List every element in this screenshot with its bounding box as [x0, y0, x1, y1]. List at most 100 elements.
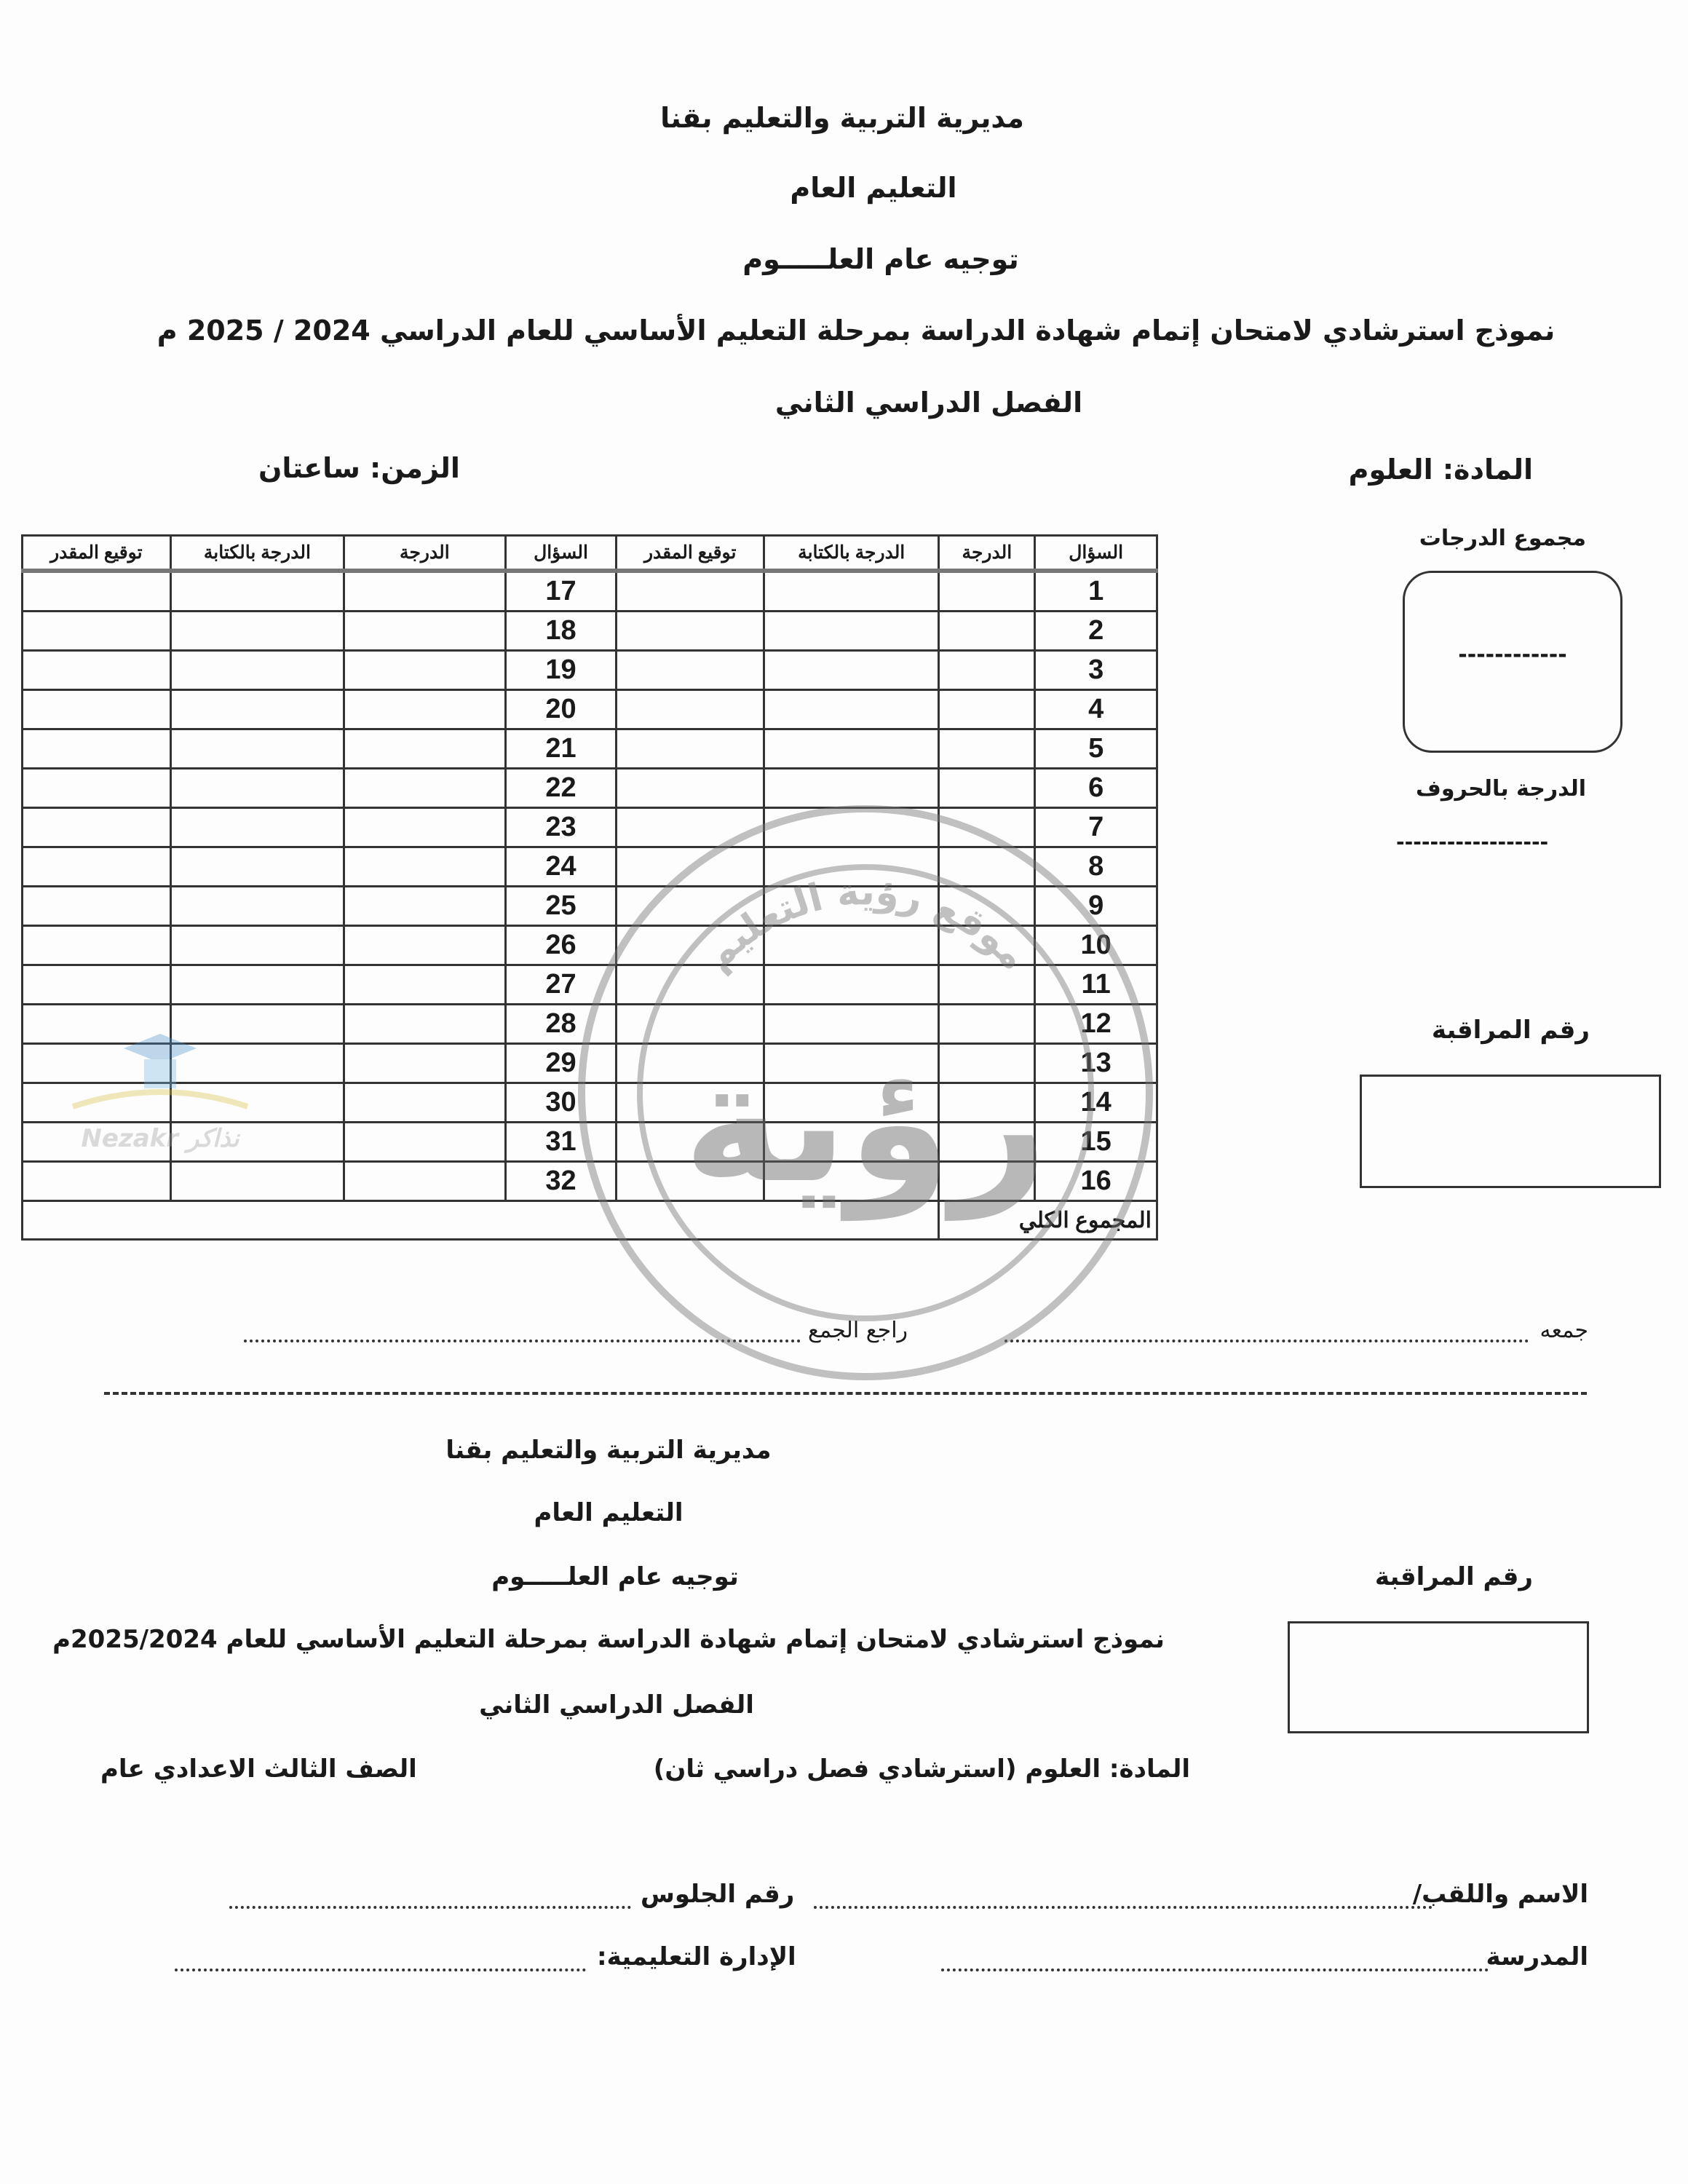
grade-in-writing-cell[interactable]: [169, 649, 346, 691]
grader-signature-cell[interactable]: [21, 807, 172, 848]
grader-signature-cell[interactable]: [615, 1042, 765, 1084]
grade-cell[interactable]: [343, 925, 507, 966]
grade-cell[interactable]: [343, 728, 507, 769]
grader-signature-cell[interactable]: [21, 689, 172, 730]
total-grades-box[interactable]: ------------: [1403, 571, 1622, 753]
grade-cell[interactable]: [938, 649, 1037, 691]
grader-signature-cell[interactable]: [21, 1160, 172, 1202]
grader-signature-cell[interactable]: [615, 925, 765, 966]
grade-cell[interactable]: [938, 1003, 1037, 1045]
grader-signature-cell[interactable]: [21, 767, 172, 809]
educational-admin-field[interactable]: [175, 1969, 586, 1971]
grader-signature-cell[interactable]: [615, 846, 765, 887]
grade-in-writing-cell[interactable]: [762, 1003, 940, 1045]
grade-in-writing-cell[interactable]: [762, 1042, 940, 1084]
grader-signature-cell[interactable]: [21, 925, 172, 966]
grade-in-writing-cell[interactable]: [169, 807, 346, 848]
grader-signature-cell[interactable]: [615, 964, 765, 1005]
grade-in-writing-cell[interactable]: [762, 925, 940, 966]
grade-cell[interactable]: [938, 610, 1037, 652]
grade-in-writing-cell[interactable]: [169, 964, 346, 1005]
grade-cell[interactable]: [343, 767, 507, 809]
grade-cell[interactable]: [343, 807, 507, 848]
grade-in-writing-cell[interactable]: [169, 1042, 346, 1084]
grade-cell[interactable]: [343, 689, 507, 730]
grade-cell[interactable]: [343, 1160, 507, 1202]
grader-signature-cell[interactable]: [615, 610, 765, 652]
grade-cell[interactable]: [938, 1082, 1037, 1123]
grade-in-writing-cell[interactable]: [169, 728, 346, 769]
grade-in-writing-cell[interactable]: [169, 1003, 346, 1045]
school-field[interactable]: [941, 1969, 1489, 1971]
grade-in-writing-cell[interactable]: [762, 1121, 940, 1163]
grade-cell[interactable]: [343, 610, 507, 652]
grader-signature-cell[interactable]: [615, 649, 765, 691]
grade-in-writing-cell[interactable]: [762, 649, 940, 691]
grade-in-writing-cell[interactable]: [169, 925, 346, 966]
grade-in-writing-cell[interactable]: [762, 728, 940, 769]
grader-signature-cell[interactable]: [21, 1003, 172, 1045]
grade-in-writing-cell[interactable]: [169, 767, 346, 809]
grade-in-writing-cell[interactable]: [169, 610, 346, 652]
grader-signature-cell[interactable]: [615, 1003, 765, 1045]
grade-cell[interactable]: [343, 1121, 507, 1163]
grade-cell[interactable]: [938, 925, 1037, 966]
grade-cell[interactable]: [938, 1121, 1037, 1163]
name-field[interactable]: [814, 1906, 1433, 1909]
grade-cell[interactable]: [938, 964, 1037, 1005]
grader-signature-cell[interactable]: [615, 885, 765, 927]
grade-cell[interactable]: [343, 964, 507, 1005]
grade-in-writing-cell[interactable]: [762, 1160, 940, 1202]
grade-cell[interactable]: [938, 728, 1037, 769]
grade-in-writing-cell[interactable]: [762, 767, 940, 809]
grade-in-writing-cell[interactable]: [169, 1082, 346, 1123]
grade-in-writing-cell[interactable]: [169, 569, 346, 612]
grade-cell[interactable]: [938, 767, 1037, 809]
grader-signature-cell[interactable]: [615, 569, 765, 612]
grader-signature-cell[interactable]: [615, 728, 765, 769]
grade-in-writing-cell[interactable]: [762, 1082, 940, 1123]
collected-by-line[interactable]: [1005, 1340, 1529, 1342]
grader-signature-cell[interactable]: [21, 846, 172, 887]
grade-in-writing-cell[interactable]: [762, 885, 940, 927]
grader-signature-cell[interactable]: [615, 807, 765, 848]
grade-in-writing-cell[interactable]: [762, 689, 940, 730]
grade-in-writing-cell[interactable]: [169, 885, 346, 927]
grade-in-writing-cell[interactable]: [169, 846, 346, 887]
total-value-cell[interactable]: [20, 1200, 940, 1241]
grade-cell[interactable]: [938, 1160, 1037, 1202]
grade-cell[interactable]: [938, 569, 1037, 612]
grade-cell[interactable]: [938, 885, 1037, 927]
grade-in-writing-cell[interactable]: [762, 610, 940, 652]
grade-cell[interactable]: [343, 885, 507, 927]
control-number-box[interactable]: [1360, 1075, 1661, 1188]
grade-cell[interactable]: [343, 1003, 507, 1045]
grade-cell[interactable]: [938, 1042, 1037, 1084]
grade-in-writing-cell[interactable]: [762, 569, 940, 612]
grader-signature-cell[interactable]: [21, 569, 172, 612]
grade-in-writing-cell[interactable]: [169, 1160, 346, 1202]
reviewed-by-line[interactable]: [244, 1340, 801, 1342]
grade-cell[interactable]: [938, 689, 1037, 730]
grade-in-writing-cell[interactable]: [762, 807, 940, 848]
grader-signature-cell[interactable]: [21, 1042, 172, 1084]
grader-signature-cell[interactable]: [21, 885, 172, 927]
grader-signature-cell[interactable]: [615, 1121, 765, 1163]
grader-signature-cell[interactable]: [615, 1160, 765, 1202]
grader-signature-cell[interactable]: [21, 728, 172, 769]
grader-signature-cell[interactable]: [21, 649, 172, 691]
lower-control-number-box[interactable]: [1288, 1621, 1589, 1733]
grade-in-writing-cell[interactable]: [169, 689, 346, 730]
grade-in-writing-cell[interactable]: [762, 846, 940, 887]
grade-cell[interactable]: [343, 1042, 507, 1084]
grader-signature-cell[interactable]: [21, 1121, 172, 1163]
grade-cell[interactable]: [938, 807, 1037, 848]
grader-signature-cell[interactable]: [21, 1082, 172, 1123]
grade-cell[interactable]: [938, 846, 1037, 887]
grader-signature-cell[interactable]: [615, 1082, 765, 1123]
grade-cell[interactable]: [343, 846, 507, 887]
grader-signature-cell[interactable]: [21, 964, 172, 1005]
grader-signature-cell[interactable]: [21, 610, 172, 652]
grader-signature-cell[interactable]: [615, 689, 765, 730]
grade-cell[interactable]: [343, 649, 507, 691]
